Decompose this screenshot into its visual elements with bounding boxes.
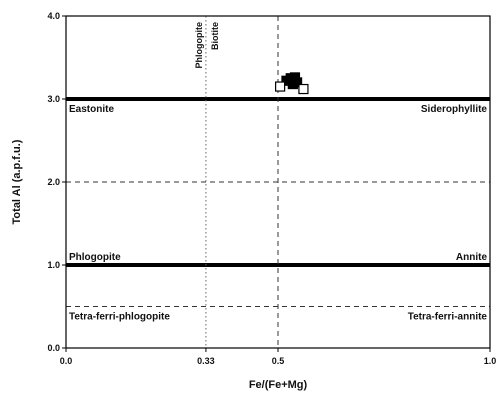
reference-lines-layer <box>66 16 490 348</box>
field-label-phlogopite: Phlogopite <box>69 252 121 263</box>
open-square-point-1 <box>298 83 309 95</box>
y-tick-label: 2.0 <box>47 177 60 187</box>
vertical-label-phlogopite: Phlogopite <box>194 22 204 69</box>
x-tick-label: 0.5 <box>272 356 285 366</box>
x-tick-label: 1.0 <box>484 356 497 366</box>
data-points-layer <box>275 72 309 95</box>
y-tick-label: 1.0 <box>47 260 60 270</box>
y-tick-label: 3.0 <box>47 94 60 104</box>
field-labels-layer: Eastonite Siderophyllite Phlogopite Annite T… <box>69 22 487 323</box>
field-label-tetra-ferri-annite: Tetra-ferri-annite <box>408 312 488 323</box>
field-label-eastonite: Eastonite <box>69 104 114 115</box>
x-axis-label: Fe/(Fe+Mg) <box>249 379 308 391</box>
field-label-annite: Annite <box>456 252 488 263</box>
field-label-siderophyllite: Siderophyllite <box>421 104 488 115</box>
x-tick-label: 0.0 <box>60 356 73 366</box>
x-tick-label: 0.33 <box>197 356 215 366</box>
open-square-point-0 <box>275 81 286 92</box>
y-axis-label: Total Al (a.p.f.u.) <box>11 139 23 224</box>
y-tick-label: 0.0 <box>47 343 60 353</box>
filled-square-point-4 <box>291 77 303 88</box>
field-label-tetra-ferri-phlogopite: Tetra-ferri-phlogopite <box>69 312 170 323</box>
y-tick-label: 4.0 <box>47 11 60 21</box>
tick-labels-layer: 0.0 0.33 0.5 1.0 0.0 1.0 2.0 3.0 4.0 <box>47 11 496 366</box>
vertical-label-biotite: Biotite <box>210 22 220 50</box>
